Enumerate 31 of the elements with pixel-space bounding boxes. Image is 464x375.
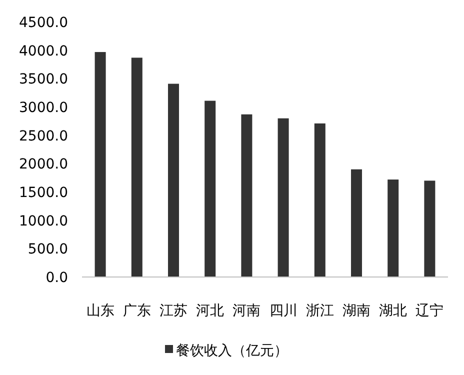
y-tick-label: 500.0 — [28, 242, 68, 258]
x-tick-label: 山东 — [86, 303, 114, 319]
bar — [424, 180, 436, 277]
x-tick-label: 辽宁 — [416, 303, 444, 319]
bar — [94, 52, 106, 277]
y-tick-label: 4000.0 — [19, 43, 68, 60]
bar — [278, 118, 289, 277]
bar — [388, 180, 399, 277]
x-tick-label: 河南 — [232, 303, 261, 319]
x-tick-label: 江苏 — [160, 303, 188, 319]
y-tick-label: 1500.0 — [19, 185, 68, 201]
bar — [168, 84, 179, 277]
bar — [204, 100, 216, 277]
y-tick-label: 0.0 — [46, 270, 68, 286]
x-tick-label: 广东 — [122, 303, 151, 319]
bar — [131, 58, 142, 277]
bar — [351, 169, 362, 277]
y-tick-label: 1000.0 — [19, 213, 68, 230]
x-tick-label: 湖南 — [342, 303, 370, 319]
x-tick-label: 四川 — [269, 303, 298, 319]
bar — [241, 114, 252, 277]
y-tick-label: 2000.0 — [19, 156, 68, 173]
x-tick-label: 湖北 — [379, 303, 408, 319]
legend-label: 餐饮收入（亿元） — [176, 343, 288, 359]
x-tick-label: 浙江 — [306, 303, 334, 319]
y-tick-label: 3500.0 — [19, 72, 68, 88]
bar — [314, 123, 326, 277]
y-tick-label: 2500.0 — [19, 128, 68, 144]
y-tick-label: 3000.0 — [19, 100, 68, 116]
x-tick-label: 河北 — [196, 303, 224, 319]
y-tick-label: 4500.0 — [19, 15, 68, 31]
